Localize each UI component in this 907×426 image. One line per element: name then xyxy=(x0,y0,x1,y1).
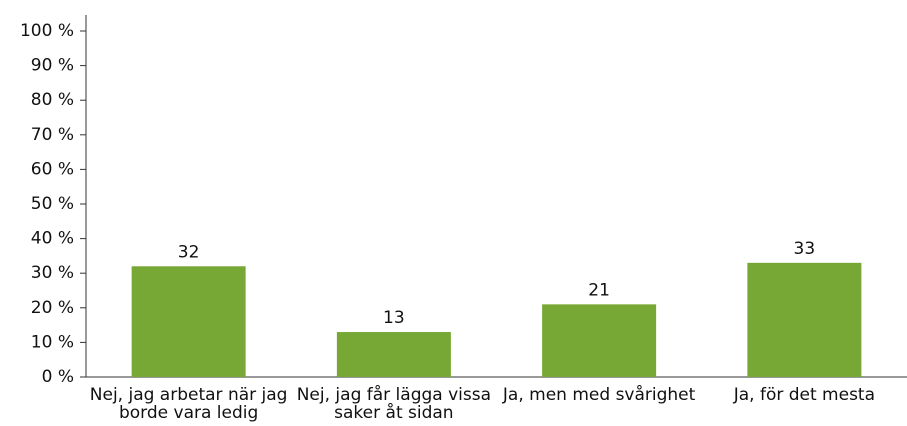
y-tick-label: 90 % xyxy=(31,56,74,76)
y-tick-label: 50 % xyxy=(31,194,74,214)
x-tick-label: Nej, jag får lägga vissa saker åt sidan xyxy=(296,385,492,423)
value-label: 13 xyxy=(383,308,405,328)
x-tick-label: Nej, jag arbetar när jag borde vara ledi… xyxy=(89,385,288,423)
y-tick-label: 40 % xyxy=(31,229,74,249)
x-tick-label: Ja, men med svårighet xyxy=(502,385,696,405)
value-label: 21 xyxy=(588,280,610,300)
y-tick-label: 80 % xyxy=(31,90,74,110)
y-tick-label: 10 % xyxy=(31,332,74,352)
x-tick-label: Ja, för det mesta xyxy=(733,385,876,405)
value-label: 32 xyxy=(178,242,200,262)
y-tick-label: 70 % xyxy=(31,125,74,145)
y-tick-label: 30 % xyxy=(31,263,74,283)
bar xyxy=(131,266,246,377)
bar xyxy=(542,304,657,377)
y-tick-label: 60 % xyxy=(31,159,74,179)
bar xyxy=(336,332,451,377)
bar xyxy=(747,262,862,377)
y-tick-label: 20 % xyxy=(31,298,74,318)
value-label: 33 xyxy=(794,239,816,259)
y-tick-label: 100 % xyxy=(20,21,74,41)
y-tick-label: 0 % xyxy=(42,367,74,387)
